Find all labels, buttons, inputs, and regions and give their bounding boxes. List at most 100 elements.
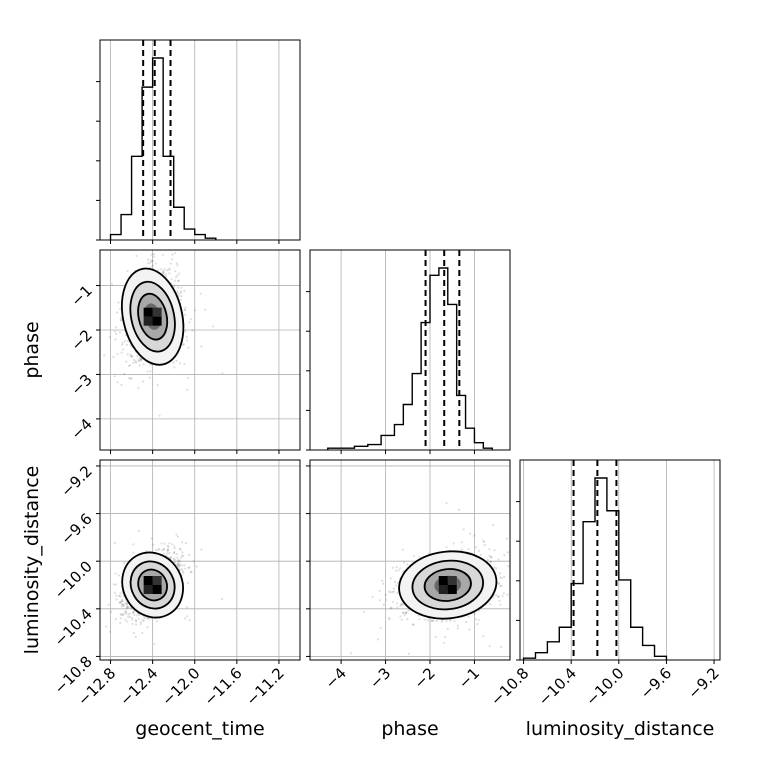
scatter-point — [124, 610, 127, 613]
scatter-point — [175, 262, 178, 265]
scatter-point — [181, 343, 184, 346]
scatter-point — [186, 376, 190, 380]
scatter-point — [473, 612, 476, 615]
scatter-point — [154, 262, 157, 265]
y-tick-label: −9.2 — [57, 462, 95, 500]
scatter-point — [497, 595, 500, 599]
scatter-point — [394, 569, 398, 572]
scatter-point — [123, 561, 126, 564]
marginal-panel-geocent_time — [99, 39, 301, 241]
marginal-panel-luminosity_distance — [519, 459, 721, 661]
density-peak-cell — [447, 576, 457, 585]
density-peak-cell — [447, 585, 457, 594]
scatter-point — [462, 528, 465, 531]
scatter-point — [497, 595, 500, 598]
scatter-point — [150, 260, 153, 263]
scatter-point — [125, 611, 128, 614]
scatter-point — [397, 569, 400, 572]
scatter-point — [396, 591, 399, 595]
scatter-point — [350, 652, 353, 655]
scatter-point — [497, 581, 500, 584]
scatter-point — [119, 602, 122, 605]
scatter-point — [114, 618, 117, 621]
scatter-point — [124, 618, 127, 621]
scatter-point — [148, 376, 151, 379]
scatter-point — [129, 377, 132, 380]
marginal-histogram-luminosity_distance — [522, 477, 668, 660]
scatter-point — [486, 558, 489, 561]
scatter-point — [145, 550, 148, 553]
scatter-point — [178, 362, 181, 365]
scatter-point — [399, 567, 402, 570]
x-tick-label: −2 — [410, 664, 438, 692]
scatter-point — [221, 372, 224, 375]
scatter-point — [120, 319, 123, 322]
scatter-point — [400, 603, 403, 606]
x-tick-label: −9.6 — [637, 664, 675, 702]
scatter-point — [190, 570, 193, 574]
scatter-point — [131, 355, 134, 359]
scatter-point — [134, 360, 137, 363]
scatter-point — [173, 547, 176, 550]
scatter-point — [121, 603, 124, 606]
scatter-point — [432, 619, 435, 622]
scatter-point — [394, 580, 397, 584]
scatter-point — [392, 587, 395, 590]
scatter-point — [135, 254, 138, 257]
scatter-point — [458, 508, 461, 511]
scatter-point — [170, 278, 173, 281]
scatter-point — [119, 621, 122, 625]
scatter-point — [477, 549, 480, 552]
scatter-point — [113, 541, 116, 545]
x-tick-label: −12.4 — [116, 664, 161, 709]
scatter-point — [126, 343, 129, 346]
scatter-point — [388, 617, 391, 620]
scatter-point — [492, 523, 495, 527]
contour-line — [137, 292, 169, 341]
scatter-point — [146, 262, 150, 265]
scatter-point — [132, 631, 135, 635]
scatter-point — [482, 635, 485, 638]
x-axis-label-luminosity_distance: luminosity_distance — [526, 718, 715, 740]
scatter-point — [132, 551, 135, 554]
scatter-point — [402, 611, 405, 614]
scatter-point — [505, 537, 508, 540]
scatter-point — [141, 632, 144, 635]
scatter-point — [120, 384, 123, 387]
scatter-point — [199, 292, 202, 295]
scatter-point — [135, 620, 138, 623]
scatter-point — [105, 625, 108, 628]
scatter-point — [114, 330, 117, 333]
joint-panel-geocent_time-phase — [99, 249, 301, 451]
scatter-point — [128, 612, 132, 615]
scatter-point — [507, 565, 510, 568]
scatter-point — [184, 542, 187, 545]
grid-lines — [340, 250, 475, 450]
scatter-point — [456, 624, 459, 628]
scatter-point — [156, 384, 159, 387]
scatter-point — [119, 319, 123, 322]
x-tick-label: −3 — [366, 664, 394, 692]
scatter-point — [179, 568, 182, 571]
scatter-point — [141, 618, 144, 621]
scatter-point — [181, 564, 184, 567]
scatter-point — [127, 616, 130, 619]
scatter-point — [406, 618, 409, 621]
contour-line — [129, 560, 176, 610]
scatter-point — [152, 259, 155, 262]
scatter-point — [121, 341, 124, 344]
scatter-point — [500, 584, 503, 587]
density-peak-cell — [143, 576, 153, 585]
scatter-point — [120, 613, 123, 616]
scatter-point — [376, 638, 380, 641]
scatter-point — [467, 615, 470, 618]
scatter-point — [125, 602, 128, 605]
scatter-point — [173, 558, 176, 561]
scatter-point — [176, 563, 179, 566]
scatter-point — [389, 607, 392, 610]
scatter-point — [117, 301, 120, 304]
scatter-point — [182, 555, 185, 558]
scatter-point — [171, 543, 174, 546]
scatter-point — [500, 577, 503, 580]
scatter-point — [172, 361, 175, 364]
